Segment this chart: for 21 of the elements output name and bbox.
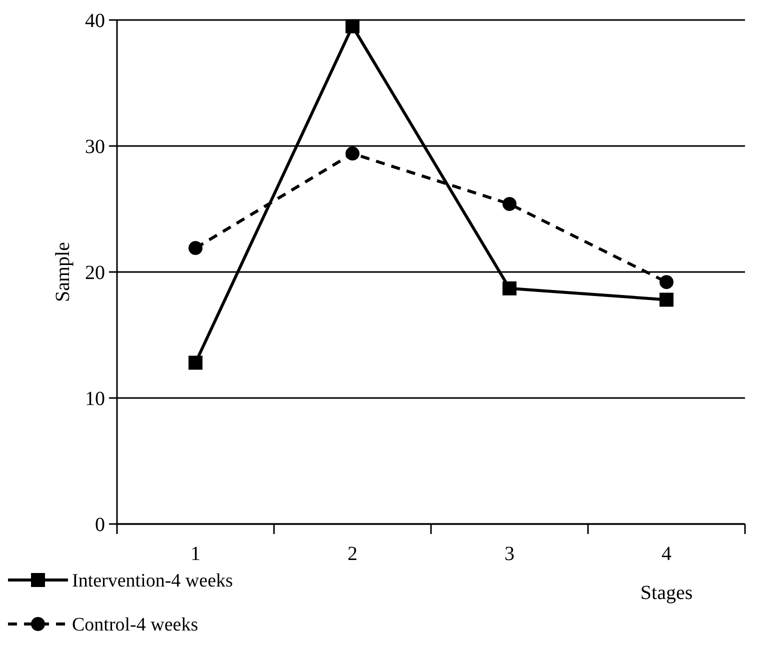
point — [188, 356, 202, 370]
point — [502, 281, 516, 296]
point — [502, 196, 516, 211]
y-tick-label: 10 — [85, 388, 105, 410]
x-tick-label: 3 — [504, 543, 514, 565]
x-tick-label: 4 — [662, 543, 672, 565]
legend-label: Control-4 weeks — [72, 614, 198, 636]
point — [660, 275, 674, 290]
point — [188, 241, 202, 256]
y-axis-title: Sample — [52, 242, 74, 302]
y-tick-label: 0 — [95, 514, 105, 536]
x-axis-title: Stages — [640, 582, 693, 604]
point — [346, 19, 360, 34]
point — [660, 292, 674, 307]
y-tick-label: 30 — [85, 136, 105, 158]
x-tick-label: 1 — [190, 543, 200, 565]
x-tick-label: 2 — [348, 543, 358, 565]
legend-label: Intervention-4 weeks — [72, 570, 233, 592]
point — [346, 146, 360, 161]
y-tick-label: 40 — [85, 10, 105, 32]
y-tick-label: 20 — [85, 262, 105, 284]
